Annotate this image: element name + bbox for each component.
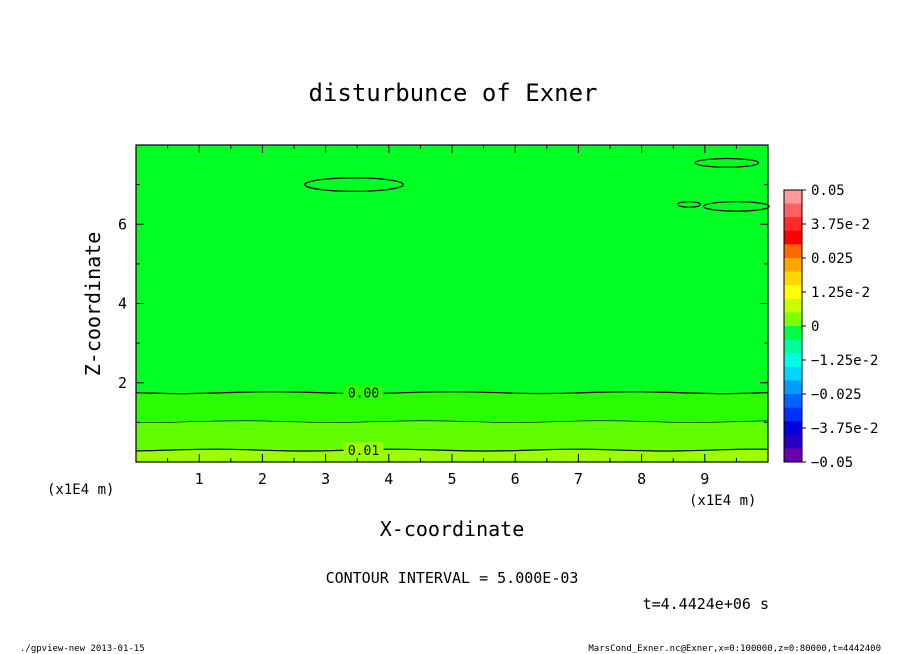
x-tick-label: 3 (321, 470, 330, 488)
plot-fill-bands (136, 145, 768, 462)
colorbar-segment-2 (784, 217, 802, 232)
x-tick-label: 9 (700, 470, 709, 488)
colorbar-label: 3.75e-2 (811, 217, 870, 233)
colorbar-segment-7 (784, 285, 802, 300)
colorbar-segment-15 (784, 394, 802, 409)
contour-ellipse-2 (702, 201, 770, 212)
x-tick-label: 1 (195, 470, 204, 488)
contour-label-2: 0.01 (348, 444, 379, 459)
y-axis-ticks: 2 4 6 (118, 184, 768, 423)
colorbar-labels: 0.05 3.75e-2 0.025 1.25e-2 0 −1.25e-2 −0.025 −3… (802, 183, 878, 471)
colorbar-segment-14 (784, 380, 802, 395)
colorbar-label: 0.025 (811, 251, 853, 267)
x-tick-label: 6 (511, 470, 520, 488)
colorbar-segment-1 (784, 203, 802, 218)
chart-title: disturbunce of Exner (309, 79, 598, 107)
colorbar-segment-5 (784, 258, 802, 273)
x-tick-label: 5 (447, 470, 456, 488)
colorbar-segment-0 (784, 190, 802, 205)
y-tick-label: 4 (118, 295, 127, 313)
y-axis-label: Z-coordinate (81, 232, 105, 377)
contour-label-bg-0 (343, 384, 384, 401)
x-unit-label-left: (x1E4 m) (47, 482, 114, 498)
colorbar-segment-4 (784, 244, 802, 259)
colorbar-segment-11 (784, 339, 802, 354)
fill-band-3 (136, 145, 768, 393)
colorbar-segment-18 (784, 434, 802, 449)
contour-label-0: 0.00 (348, 387, 379, 402)
x-tick-label: 8 (637, 470, 646, 488)
colorbar (784, 190, 802, 463)
x-axis-ticks: 1 2 3 4 5 6 7 8 9 (167, 145, 737, 488)
colorbar-label: 0 (811, 319, 819, 335)
colorbar-segment-12 (784, 353, 802, 368)
contour-lines: 0.00 0.01 (135, 157, 770, 459)
fill-band-2 (136, 392, 768, 423)
colorbar-segment-17 (784, 421, 802, 436)
colorbar-segment-13 (784, 366, 802, 381)
contour-line-1 (135, 420, 769, 423)
colorbar-segment-9 (784, 312, 802, 327)
contour-interval-text: CONTOUR INTERVAL = 5.000E-03 (326, 569, 579, 587)
colorbar-label: −3.75e-2 (811, 421, 878, 437)
x-unit-label: (x1E4 m) (689, 493, 756, 509)
colorbar-segment-6 (784, 271, 802, 286)
contour-ellipse-3 (677, 201, 701, 208)
time-text: t=4.4424e+06 s (643, 595, 769, 613)
colorbar-segment-10 (784, 326, 802, 341)
fill-band-1 (136, 422, 768, 451)
y-tick-label: 6 (118, 215, 127, 233)
colorbar-label: −0.05 (811, 455, 853, 471)
contour-ellipse-1 (694, 157, 760, 168)
contour-line-0 (135, 391, 769, 395)
x-tick-label: 4 (384, 470, 393, 488)
contour-label-bg-2 (343, 442, 384, 459)
x-axis-label: X-coordinate (380, 517, 525, 541)
colorbar-segment-19 (784, 448, 802, 463)
colorbar-label: −1.25e-2 (811, 353, 878, 369)
y-tick-label: 2 (118, 374, 127, 392)
footer-left: ./gpview-new 2013-01-15 (20, 644, 145, 654)
colorbar-segment-8 (784, 298, 802, 313)
colorbar-segment-16 (784, 407, 802, 422)
colorbar-label: −0.025 (811, 387, 862, 403)
footer-right: MarsCond_Exner.nc@Exner,x=0:100000,z=0:8… (588, 644, 881, 654)
contour-ellipse-0 (304, 177, 404, 192)
contour-line-2 (135, 448, 769, 452)
colorbar-label: 0.05 (811, 183, 845, 199)
colorbar-segment-3 (784, 230, 802, 245)
x-tick-label: 2 (258, 470, 267, 488)
x-tick-label: 7 (574, 470, 583, 488)
colorbar-label: 1.25e-2 (811, 285, 870, 301)
